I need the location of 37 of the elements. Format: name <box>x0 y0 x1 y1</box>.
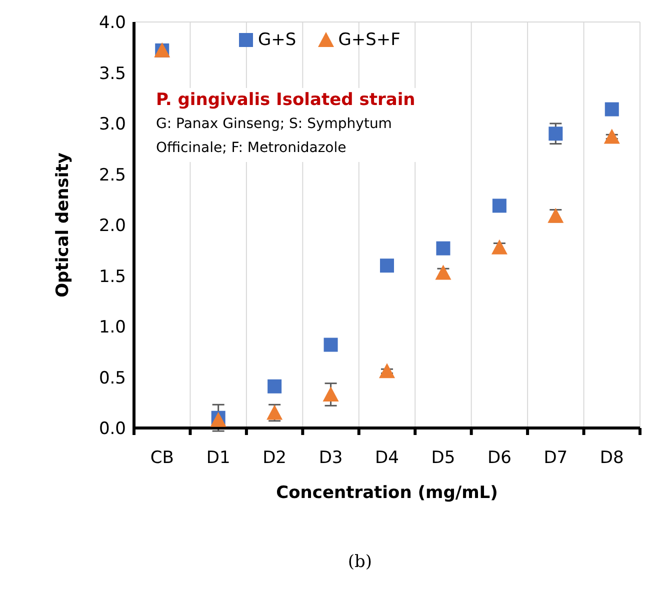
y-axis-title: Optical density <box>53 152 74 298</box>
y-tick-label: 1.0 <box>98 318 126 338</box>
point <box>322 386 339 402</box>
y-tick-label: 0.5 <box>98 368 126 388</box>
point <box>548 126 563 141</box>
legend-label: G+S+F <box>337 30 400 50</box>
y-tick-label: 1.5 <box>98 266 126 287</box>
point <box>604 128 620 144</box>
y-tick-label: 0.0 <box>98 419 126 440</box>
x-tick-label: D8 <box>600 448 624 468</box>
point <box>380 258 394 273</box>
annotation: G: Panax Ginseng; S: Symphytum Officinale; F: Metronidazole <box>156 115 393 158</box>
point <box>435 264 452 280</box>
x-tick-label: D7 <box>544 448 568 468</box>
y-tick-label: 4.0 <box>98 13 126 34</box>
legend-label: G+S <box>257 30 296 50</box>
point <box>491 239 508 254</box>
point <box>379 363 395 378</box>
point <box>492 198 506 213</box>
x-tick-label: D2 <box>262 448 287 468</box>
point <box>436 241 450 256</box>
x-tick-label: D3 <box>318 448 343 468</box>
y-tick-label: 2.5 <box>98 165 126 186</box>
x-tick-label: D6 <box>487 448 512 468</box>
point <box>324 338 338 352</box>
point <box>604 102 619 116</box>
x-tick-label: CB <box>150 448 174 468</box>
text: (b) <box>346 552 374 572</box>
y-tick-label: 3.5 <box>98 64 126 84</box>
x-tick-label: D1 <box>206 448 230 468</box>
x-axis-title: Concentration (mg/mL) <box>276 483 498 503</box>
x-tick-label: D4 <box>375 448 399 468</box>
x-tick-label: D5 <box>431 448 456 468</box>
annotation: P. gingivalis Isolated strain <box>156 90 416 110</box>
y-tick-label: 2.0 <box>98 216 126 236</box>
point <box>268 379 282 394</box>
y-tick-label: 3.0 <box>98 114 126 135</box>
